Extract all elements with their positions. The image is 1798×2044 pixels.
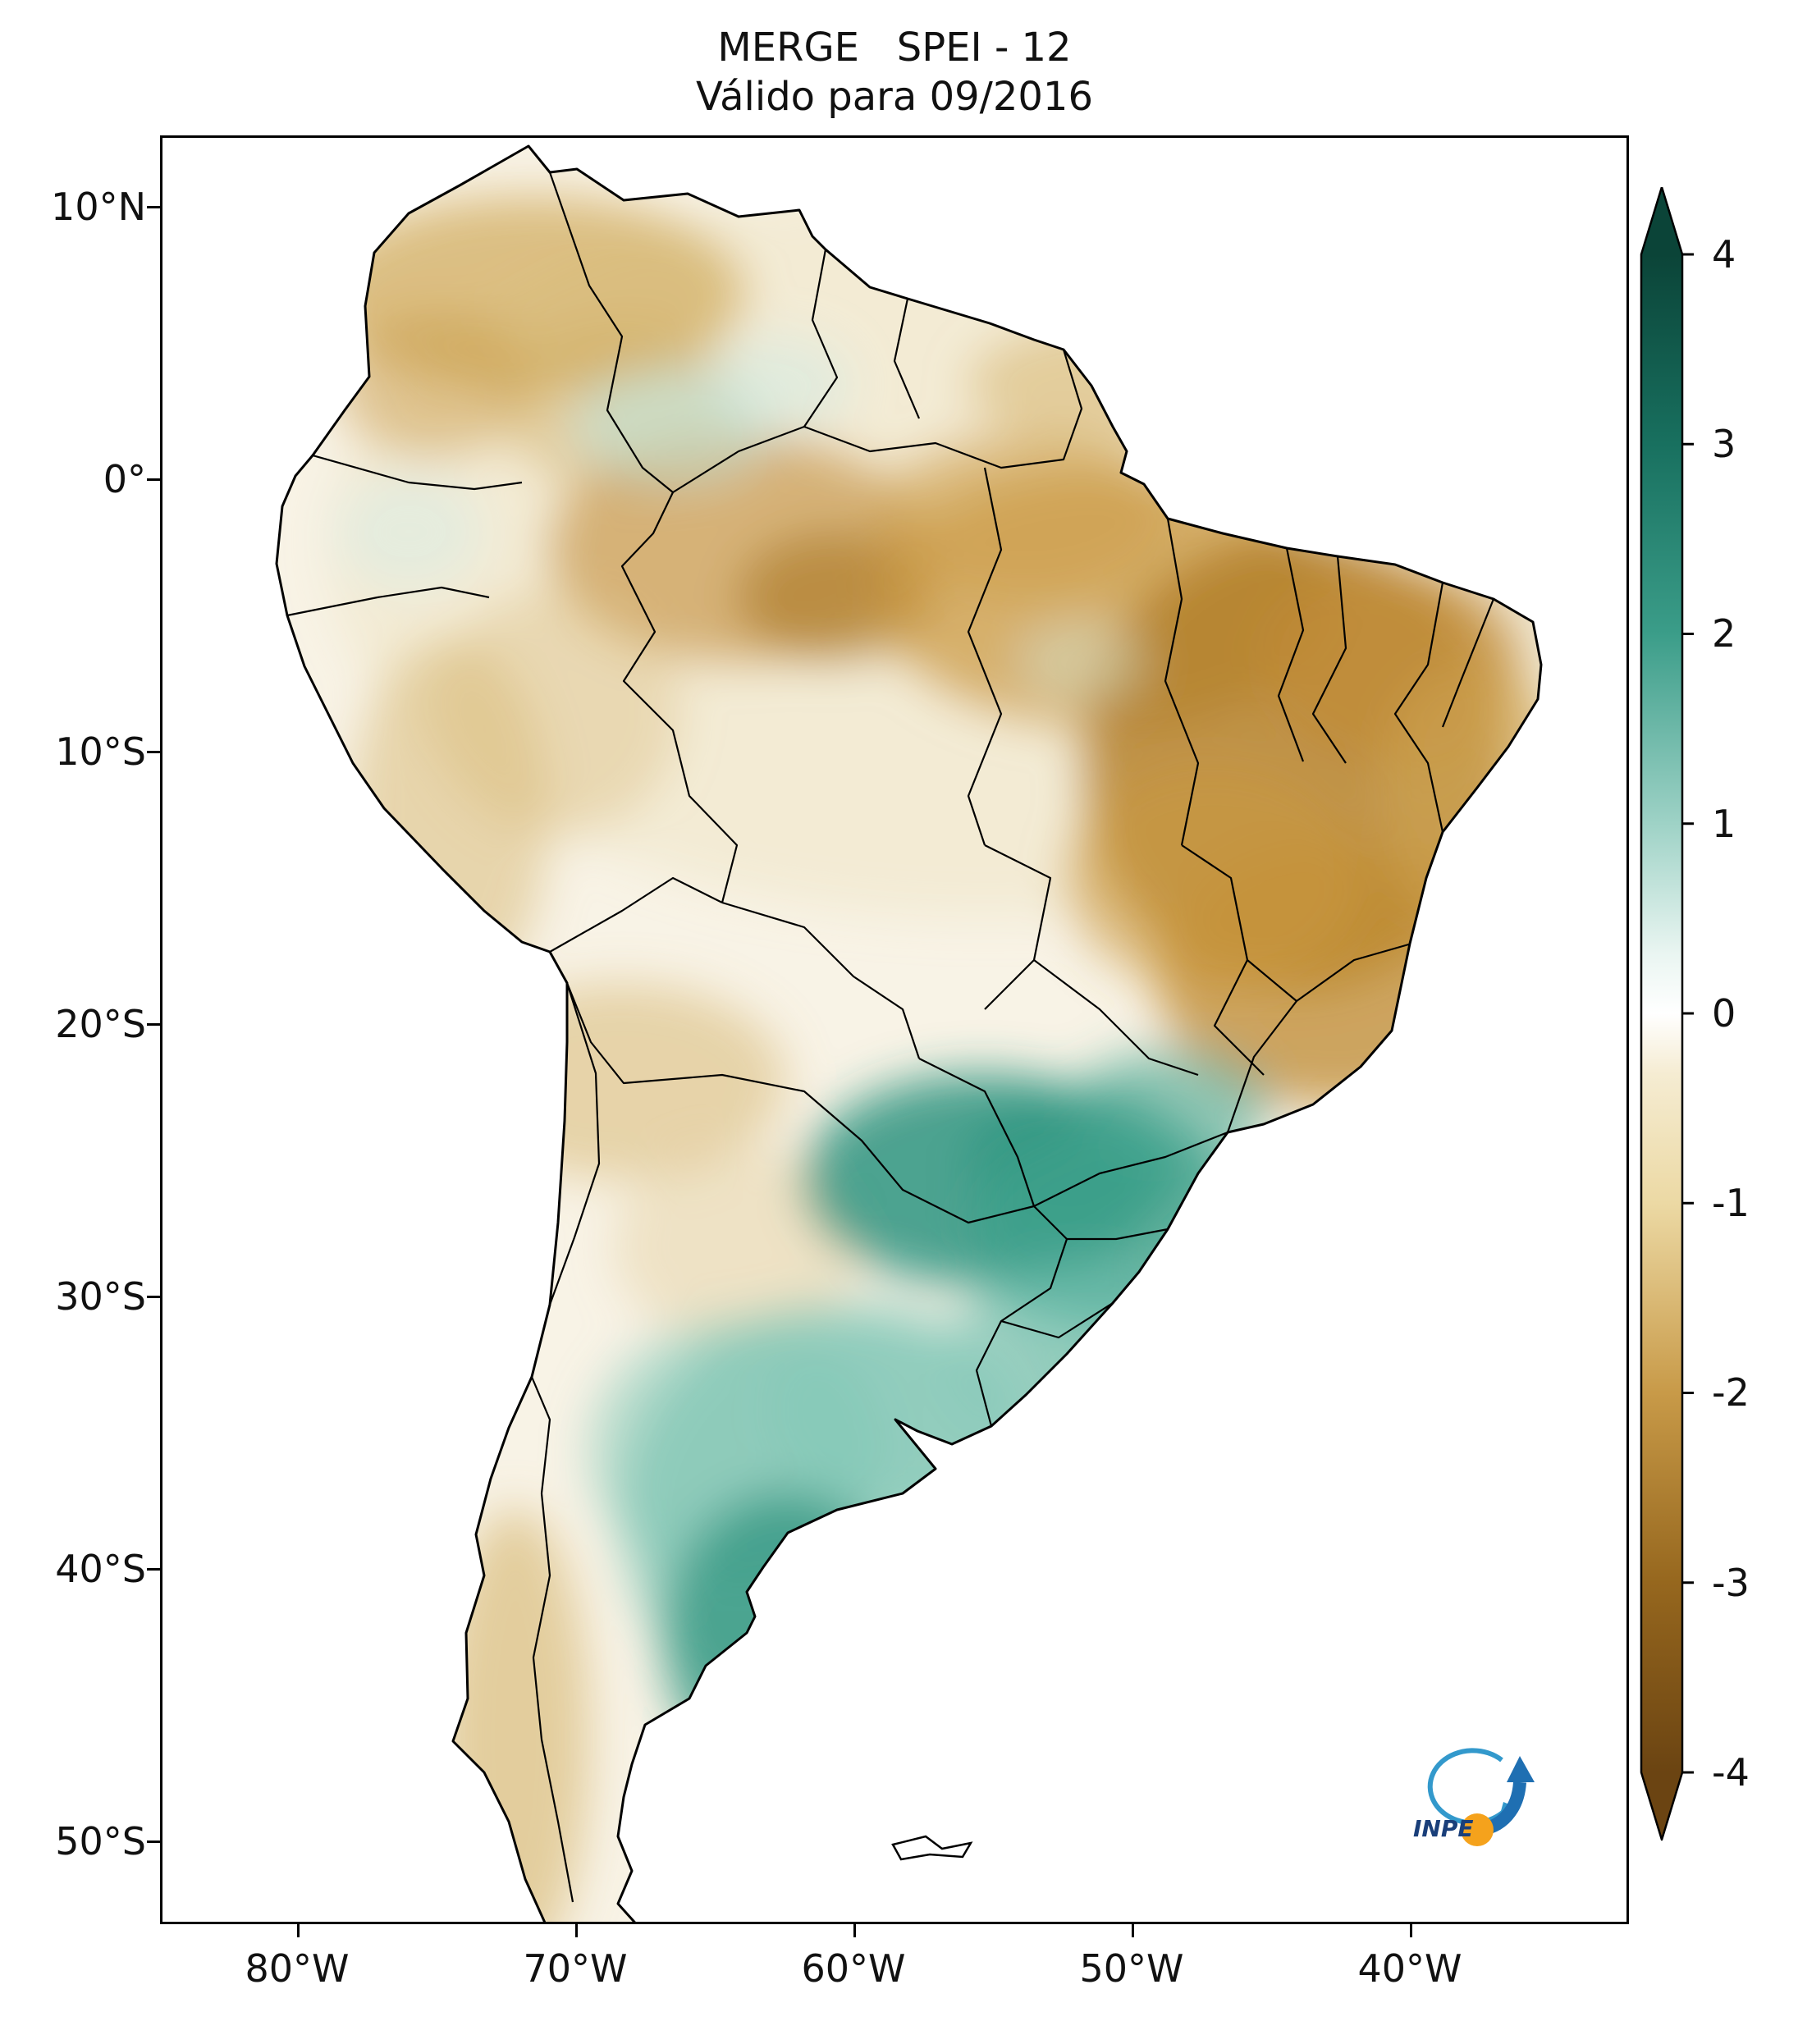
colorbar-label-m4: -4 [1712, 1750, 1750, 1795]
y-axis-label-0: 0° [103, 457, 146, 501]
colorbar-tickmarks [1682, 253, 1694, 1774]
colorbar-label-2: 2 [1712, 611, 1736, 656]
y-axis-label-10n: 10°N [51, 185, 146, 229]
colorbar-label-0: 0 [1712, 991, 1736, 1036]
inpe-logo-text: INPE [1413, 1815, 1474, 1842]
x-axis-label-40w: 40°W [1357, 1946, 1462, 1991]
y-tickmark [147, 206, 160, 208]
x-tickmark [853, 1924, 856, 1937]
political-borders [286, 171, 1495, 1903]
falkland-islands-outline [891, 1835, 973, 1861]
x-tickmark [1410, 1924, 1412, 1937]
y-tickmark [147, 751, 160, 753]
inpe-logo: INPE [1413, 1748, 1535, 1846]
colorbar-label-3: 3 [1712, 422, 1736, 466]
x-axis-label-80w: 80°W [245, 1946, 350, 1991]
inpe-swirl-icon [1427, 1748, 1535, 1846]
y-axis-label-50s: 50°S [55, 1819, 146, 1863]
figure-title: MERGE SPEI - 12 [717, 25, 1072, 71]
colorbar-label-1: 1 [1712, 802, 1736, 846]
spei-colorbar [1640, 187, 1694, 1841]
y-axis-label-10s: 10°S [55, 729, 146, 774]
y-tickmark [147, 1568, 160, 1571]
colorbar-gradient-bar [1640, 187, 1684, 1841]
x-axis-label-50w: 50°W [1079, 1946, 1184, 1991]
colorbar-label-m2: -2 [1712, 1370, 1750, 1415]
y-tickmark [147, 1841, 160, 1843]
y-tickmark [147, 1023, 160, 1026]
y-axis-label-40s: 40°S [55, 1547, 146, 1591]
x-tickmark [297, 1924, 300, 1937]
colorbar-label-m3: -3 [1712, 1561, 1750, 1605]
y-axis-label-20s: 20°S [55, 1002, 146, 1046]
y-tickmark [147, 478, 160, 481]
continent-outline [275, 144, 1543, 1922]
x-tickmark [575, 1924, 578, 1937]
y-tickmark [147, 1296, 160, 1298]
figure-subtitle: Válido para 09/2016 [696, 74, 1093, 120]
south-america-spei-map [275, 144, 1543, 1922]
colorbar-label-4: 4 [1712, 232, 1736, 277]
x-axis-label-70w: 70°W [523, 1946, 628, 1991]
x-axis-label-60w: 60°W [801, 1946, 906, 1991]
colorbar-label-m1: -1 [1712, 1181, 1750, 1225]
y-axis-label-30s: 30°S [55, 1274, 146, 1319]
x-tickmark [1132, 1924, 1134, 1937]
